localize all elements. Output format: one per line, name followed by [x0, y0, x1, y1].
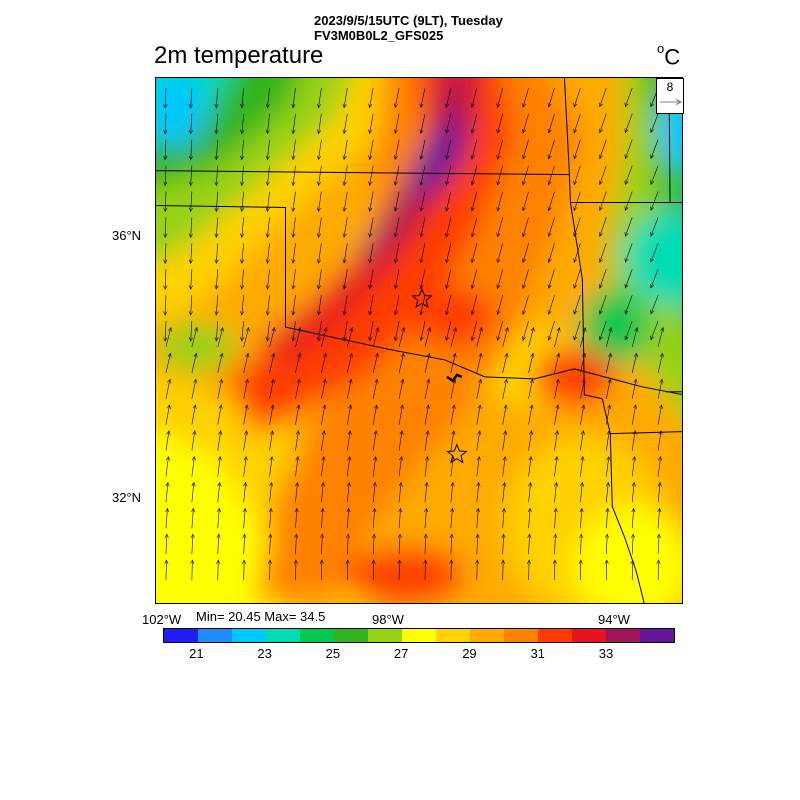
wind-vectors	[163, 87, 665, 581]
city-markers	[411, 287, 468, 464]
field-title: 2m temperature	[154, 42, 324, 69]
min-max-stats: Min= 20.45 Max= 34.5	[196, 609, 326, 624]
lake-texoma-outline	[446, 373, 463, 383]
colorbar-swatch	[572, 629, 606, 642]
colorbar-swatch	[300, 629, 334, 642]
colorbar-swatch	[164, 629, 198, 642]
dallas-star	[446, 443, 468, 464]
lon-label-94w: 94°W	[598, 612, 630, 627]
wind-reference-box: 8	[656, 78, 684, 114]
degree-symbol: o	[657, 41, 665, 56]
texas-louisiana-border	[609, 433, 645, 603]
field-units: oC	[657, 41, 681, 70]
colorbar-tick-label: 33	[598, 646, 614, 661]
colorbar-swatch	[402, 629, 436, 642]
reference-arrow-icon	[660, 99, 682, 105]
colorbar-tick-label: 27	[393, 646, 409, 661]
colorbar-swatch	[198, 629, 232, 642]
lat-label-32n: 32°N	[112, 490, 142, 505]
colorbar-swatch	[368, 629, 402, 642]
oklahoma-arkansas-border	[568, 174, 603, 400]
temperature-map	[155, 77, 683, 604]
temperature-field	[156, 78, 682, 603]
colorbar-swatch	[504, 629, 538, 642]
lat-label-36n: 36°N	[112, 228, 142, 243]
colorbar	[163, 628, 675, 643]
colorbar-tick-label: 25	[325, 646, 341, 661]
colorbar-swatch	[470, 629, 504, 642]
lon-label-102w: 102°W	[142, 612, 182, 627]
valid-time-title: 2023/9/5/15UTC (9LT), Tuesday	[314, 13, 503, 28]
map-canvas	[156, 78, 682, 603]
colorbar-swatch	[334, 629, 368, 642]
missouri-west-border	[563, 78, 570, 175]
colorbar-swatch	[538, 629, 572, 642]
colorbar-tick-label: 31	[530, 646, 545, 661]
colorbar-tick-label: 23	[257, 646, 272, 661]
oklahoma-city-star	[411, 287, 433, 309]
colorbar-swatch	[266, 629, 300, 642]
oklahoma-texas-border	[156, 205, 682, 395]
colorbar-tick-label: 29	[462, 646, 477, 661]
colorbar-swatch	[640, 629, 674, 642]
lon-label-98w: 98°W	[372, 612, 404, 627]
colorbar-swatch	[436, 629, 470, 642]
wind-reference-value: 8	[666, 80, 674, 94]
colorbar-tick-label: 21	[189, 646, 204, 661]
colorbar-swatch	[606, 629, 640, 642]
units-label: C	[664, 44, 681, 70]
model-name-title: FV3M0B0L2_GFS025	[314, 28, 444, 43]
colorbar-swatch	[232, 629, 266, 642]
